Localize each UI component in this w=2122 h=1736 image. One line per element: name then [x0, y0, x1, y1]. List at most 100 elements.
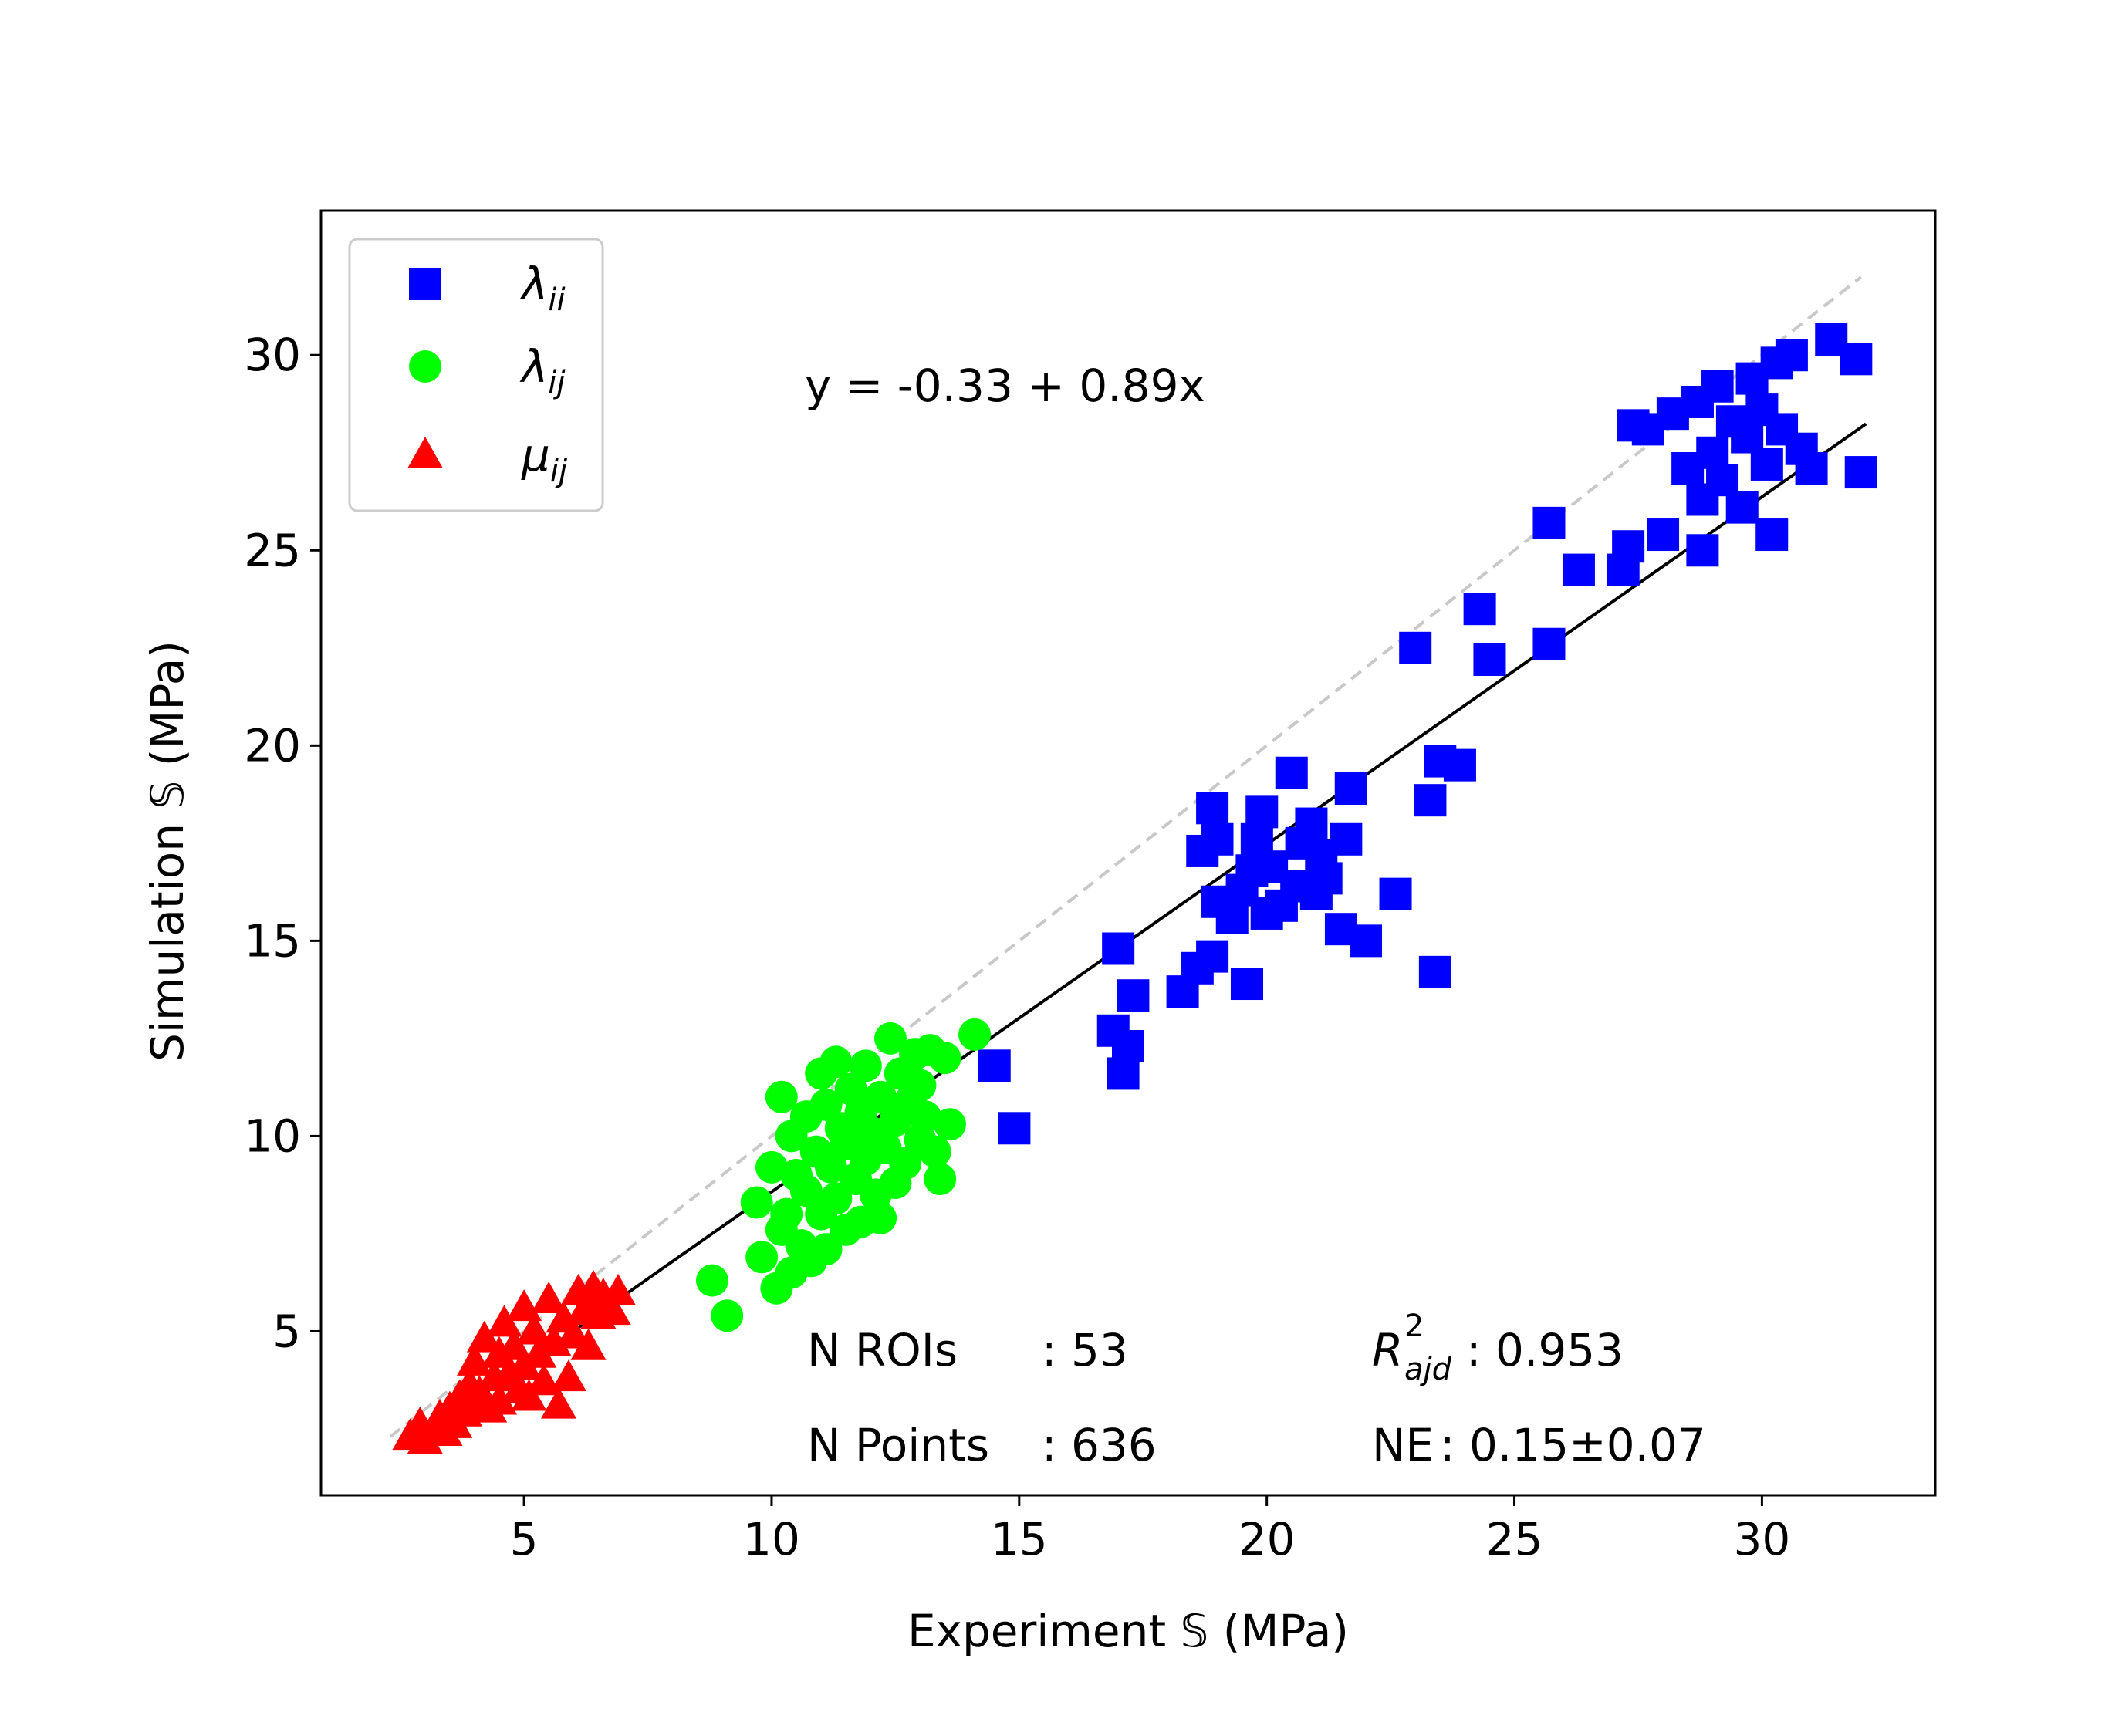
lines-layer [389, 275, 1867, 1444]
fit-equation: y = -0.33 + 0.89x [805, 360, 1205, 412]
x-tick-label: 20 [1238, 1513, 1296, 1565]
stats-annotations: N ROIs : 53 N Points : 636 R 2 ajd : 0.9… [807, 1309, 1706, 1471]
r2-superscript: 2 [1404, 1309, 1424, 1344]
lambda-ij-point [928, 1042, 961, 1075]
lambda-ij-point [924, 1163, 957, 1196]
mu-ij-point [482, 1383, 518, 1415]
r2-symbol: R [1372, 1324, 1403, 1376]
x-tick-label: 10 [743, 1513, 800, 1565]
lambda-ii-point [1418, 955, 1451, 988]
mu-ij-point [541, 1386, 577, 1419]
lambda-ii-point [978, 1049, 1011, 1082]
lambda-ii-point [1117, 979, 1150, 1012]
lambda-ii-point [1240, 822, 1273, 856]
lambda-ij-point [765, 1080, 798, 1113]
y-tick-label: 5 [272, 1305, 301, 1357]
r2-value: : 0.953 [1466, 1324, 1624, 1376]
lambda-ii-point [1334, 772, 1367, 805]
mu-ij-point [466, 1320, 502, 1353]
lambda-ii-point [1725, 491, 1759, 524]
y-tick-label: 20 [244, 719, 301, 772]
lambda-ij-point [918, 1135, 951, 1168]
lambda-ij-point [864, 1201, 897, 1234]
plot-frame [319, 209, 1937, 1497]
lambda-ij-point [814, 1150, 847, 1184]
r2-subscript: ajd [1404, 1352, 1452, 1387]
lambda-ii-point [1686, 534, 1719, 567]
ticks-layer: 5 10 15 20 25 30 5 10 15 20 25 30 [244, 329, 1790, 1565]
lambda-ii-point [1201, 822, 1234, 856]
lambda-ij-point [809, 1233, 843, 1266]
ne-label: NE [1372, 1419, 1434, 1471]
lambda-ii-point [1701, 370, 1734, 403]
lambda-ij-point [770, 1197, 803, 1231]
y-tick-label: 25 [244, 524, 301, 576]
lambda-ii-point [1532, 506, 1566, 539]
lambda-ij-point [864, 1080, 897, 1113]
lambda-ii-point [1562, 553, 1595, 586]
x-tick-label: 5 [510, 1513, 539, 1565]
mu-ij-point [525, 1363, 562, 1396]
lambda-ii-point [1775, 339, 1808, 372]
legend-marker-lambda-ii [409, 268, 441, 300]
y-tick-label: 15 [244, 914, 301, 967]
lambda-ii-point [1309, 862, 1343, 895]
n-rois-value: : 53 [1042, 1324, 1128, 1376]
lambda-ii-point [1647, 518, 1680, 552]
lambda-ii-point [1840, 343, 1873, 376]
mu-ij-point [531, 1281, 567, 1313]
lambda-ii-point [1706, 464, 1739, 497]
lambda-ii-point [1215, 901, 1249, 934]
lambda-ij-point [695, 1264, 728, 1297]
lambda-ij-point [958, 1018, 992, 1051]
legend-label-lambda-ii: λii [519, 258, 566, 318]
ne-value: : 0.15±0.07 [1440, 1419, 1706, 1471]
x-tick-label: 25 [1486, 1513, 1543, 1565]
lambda-ij-point [819, 1182, 853, 1215]
lambda-ii-point [1755, 518, 1789, 552]
lambda-ii-point [1795, 452, 1828, 485]
legend-box [348, 238, 604, 512]
lambda-ij-point [904, 1069, 937, 1102]
lambda-ij-point [740, 1186, 773, 1219]
lambda-ij-point [908, 1100, 941, 1133]
n-points-value: : 636 [1042, 1419, 1157, 1471]
lambda-ij-point [933, 1108, 966, 1141]
lambda-ij-point [849, 1049, 882, 1082]
fit-line [414, 422, 1867, 1444]
lambda-ii-point [1102, 932, 1135, 965]
lambda-ij-point [711, 1299, 744, 1332]
mu-ij-point [550, 1359, 586, 1392]
mu-ij-point [486, 1305, 522, 1337]
lambda-ii-point [1443, 748, 1476, 782]
mu-ij-point [570, 1328, 607, 1360]
n-points-label: N Points [807, 1419, 989, 1471]
legend-marker-lambda-ij [409, 350, 441, 383]
mu-ij-point [515, 1312, 552, 1345]
x-tick-label: 15 [991, 1513, 1048, 1565]
x-axis-label: Experiment 𝕊 (MPa) [907, 1605, 1349, 1657]
lambda-ii-point [1463, 593, 1496, 626]
lambda-ii-point [1196, 792, 1229, 825]
lambda-ii-point [1532, 627, 1566, 660]
lambda-ii-point [1612, 530, 1645, 563]
mu-ij-point [600, 1273, 637, 1305]
lambda-ii-point [1350, 924, 1383, 958]
identity-line [389, 275, 1862, 1438]
points-layer [392, 323, 1877, 1454]
lambda-ii-point [1245, 795, 1279, 829]
lambda-ii-point [1414, 784, 1447, 817]
lambda-ij-point [889, 1147, 922, 1180]
lambda-ij-point [809, 1088, 843, 1121]
lambda-ij-point [745, 1241, 779, 1274]
lambda-ii-point [1330, 822, 1363, 856]
lambda-ii-point [1196, 940, 1229, 973]
mu-ij-point [595, 1293, 631, 1326]
lambda-ii-point [1275, 756, 1308, 789]
lambda-ii-point [1844, 456, 1877, 489]
lambda-ii-point [1696, 436, 1729, 469]
lambda-ii-point [1731, 420, 1764, 454]
